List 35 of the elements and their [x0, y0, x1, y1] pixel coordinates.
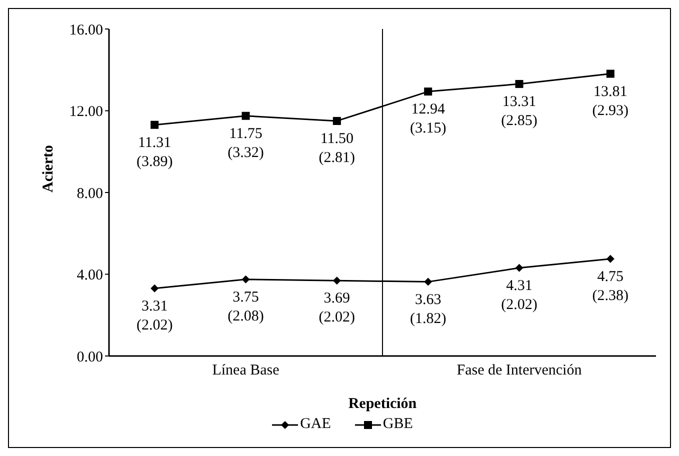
point	[606, 254, 614, 263]
data-label: 13.31 (2.85)	[501, 94, 538, 129]
point	[332, 276, 341, 285]
point	[242, 112, 250, 120]
data-label: 3.31 (2.02)	[136, 298, 173, 334]
point	[242, 275, 250, 284]
y-tick-label: 16.00	[69, 22, 103, 38]
x-tick-label: Fase de Intervención	[456, 362, 582, 379]
data-label: 11.50 (2.81)	[318, 130, 356, 166]
data-label: 11.31 (3.89)	[136, 134, 173, 170]
point	[515, 80, 524, 88]
y-axis-title: Acierto	[40, 145, 56, 192]
data-label: 4.75 (2.38)	[592, 268, 629, 304]
data-label: 11.75 (3.32)	[228, 126, 264, 161]
y-tick-label: 12.00	[69, 104, 103, 120]
point	[515, 264, 524, 272]
point	[424, 88, 432, 96]
data-label: 4.31 (2.02)	[501, 278, 538, 313]
x-tick-label: Línea Base	[212, 362, 280, 379]
point	[150, 120, 159, 129]
data-label: 3.75 (2.08)	[228, 289, 264, 324]
legend-label: GBE	[382, 416, 413, 433]
y-tick-label: 0.00	[76, 349, 103, 366]
legend-label: GAE	[300, 416, 331, 433]
data-label: 3.63 (1.82)	[410, 292, 446, 327]
y-tick-label: 8.00	[76, 186, 103, 202]
x-axis-title: Repetición	[348, 396, 418, 412]
data-label: 3.69 (2.02)	[318, 290, 356, 326]
y-tick-label: 4.00	[76, 268, 103, 284]
point	[332, 116, 341, 125]
data-label: 13.81 (2.93)	[592, 84, 629, 119]
point	[150, 284, 159, 292]
point	[606, 70, 614, 78]
point	[424, 278, 432, 286]
data-label: 12.94 (3.15)	[410, 102, 446, 137]
